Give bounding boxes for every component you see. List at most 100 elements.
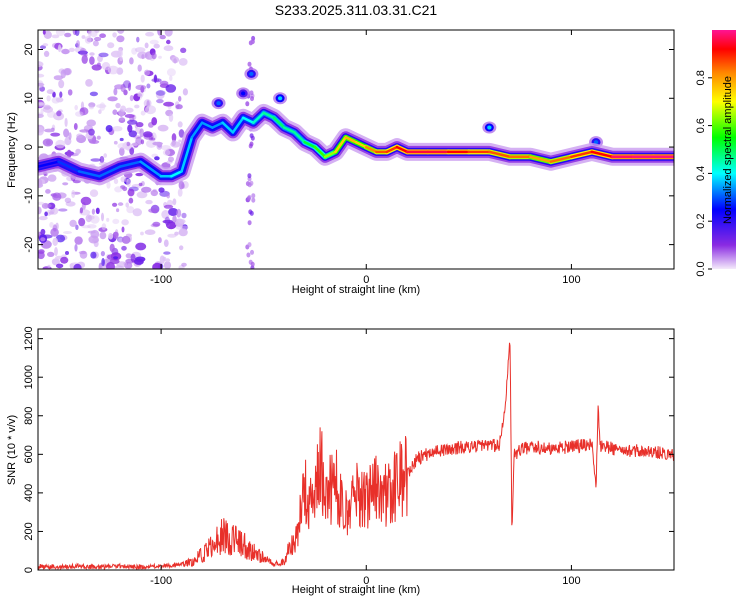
noise-speckle [246, 195, 251, 201]
noise-speckle [166, 39, 171, 45]
noise-speckle [89, 56, 95, 65]
noise-speckle [159, 34, 166, 40]
noise-speckle [58, 79, 65, 89]
noise-speckle [164, 258, 171, 263]
spectral-blob [482, 121, 497, 134]
noise-speckle [94, 36, 102, 42]
noise-speckle [113, 140, 118, 145]
noise-speckle [46, 95, 51, 102]
noise-speckle [106, 254, 116, 260]
noise-speckle [87, 215, 95, 220]
noise-speckle [96, 135, 101, 140]
noise-speckle [55, 234, 66, 243]
ridge-segment-core [221, 121, 235, 134]
noise-speckle [75, 224, 79, 230]
y-tick-label: 600 [23, 445, 35, 463]
noise-speckle [139, 128, 144, 138]
noise-speckle [153, 43, 160, 49]
noise-speckle [42, 138, 54, 147]
ridge-segment-core [354, 140, 368, 149]
noise-speckle [174, 231, 179, 236]
noise-speckle [98, 109, 102, 114]
noise-speckle [106, 217, 110, 222]
noise-speckle [125, 202, 129, 208]
noise-speckle [163, 251, 171, 255]
noise-speckle [77, 50, 88, 55]
y-tick-label: 400 [23, 484, 35, 502]
ridge-segment-core [180, 136, 194, 173]
noise-speckle [99, 33, 106, 38]
snr-x-ticks: -100 0 100 [150, 329, 581, 587]
noise-speckle [135, 172, 144, 177]
noise-speckle [117, 202, 124, 206]
noise-speckle [55, 139, 66, 149]
noise-speckle [146, 83, 151, 89]
noise-speckle [50, 132, 61, 137]
noise-speckle [121, 245, 127, 251]
colorbar-tick-label: 0.4 [695, 166, 707, 181]
noise-speckle [74, 30, 80, 36]
colorbar-ticks: 0.0 0.2 0.4 0.6 0.8 [695, 70, 712, 277]
noise-speckle [66, 149, 72, 158]
noise-speckle [123, 89, 128, 96]
noise-speckle [64, 117, 68, 127]
noise-speckle [78, 250, 87, 255]
ridge-segment-core [170, 170, 183, 178]
noise-speckle [155, 90, 166, 96]
noise-speckle [119, 137, 124, 142]
ridge-segment-core [385, 145, 399, 154]
noise-speckle [126, 206, 135, 214]
noise-speckle [172, 198, 177, 206]
noise-speckle [38, 201, 45, 205]
noise-speckle [160, 145, 171, 151]
noise-speckle [126, 178, 131, 188]
noise-speckle [55, 222, 59, 230]
noise-speckle [113, 256, 119, 260]
noise-speckle [130, 253, 136, 263]
spectrogram-noise [38, 30, 256, 269]
noise-speckle [103, 153, 107, 158]
noise-speckle [167, 233, 177, 238]
noise-speckle [178, 264, 185, 269]
noise-speckle [65, 251, 69, 255]
colorbar-tick-label: 0.6 [695, 118, 707, 133]
noise-speckle [129, 95, 134, 102]
noise-speckle [88, 105, 94, 110]
noise-speckle [180, 47, 187, 53]
noise-speckle [142, 131, 153, 138]
noise-speckle [163, 239, 169, 247]
noise-speckle [245, 101, 250, 107]
noise-speckle [178, 58, 188, 66]
snr-frame [37, 328, 675, 571]
noise-speckle [68, 47, 75, 53]
noise-speckle [175, 104, 183, 110]
noise-speckle [58, 208, 68, 212]
noise-speckle [129, 147, 135, 156]
noise-speckle [62, 182, 69, 186]
noise-speckle [176, 208, 182, 218]
noise-speckle [55, 97, 64, 103]
noise-speckle [51, 34, 60, 39]
noise-speckle [247, 220, 252, 226]
spectrogram-frame [37, 29, 675, 270]
noise-speckle [152, 221, 161, 227]
noise-speckle [140, 231, 144, 236]
noise-speckle [54, 247, 58, 256]
y-tick-label: 800 [23, 407, 35, 425]
noise-speckle [125, 107, 134, 113]
noise-speckle [43, 104, 51, 110]
noise-speckle [146, 139, 157, 148]
noise-speckle [247, 182, 252, 188]
noise-speckle [163, 101, 175, 107]
noise-speckle [44, 203, 52, 208]
noise-speckle [135, 122, 144, 128]
ridge-segment-core [211, 121, 224, 129]
noise-speckle [182, 88, 188, 96]
spectrogram-y-label: Frequency (Hz) [6, 112, 18, 188]
snr-y-label: SNR (10 * v/v) [6, 415, 18, 485]
noise-speckle [95, 207, 100, 214]
noise-speckle [250, 249, 254, 255]
ridge-segment-core [272, 116, 286, 129]
colorbar-gradient [712, 30, 736, 269]
